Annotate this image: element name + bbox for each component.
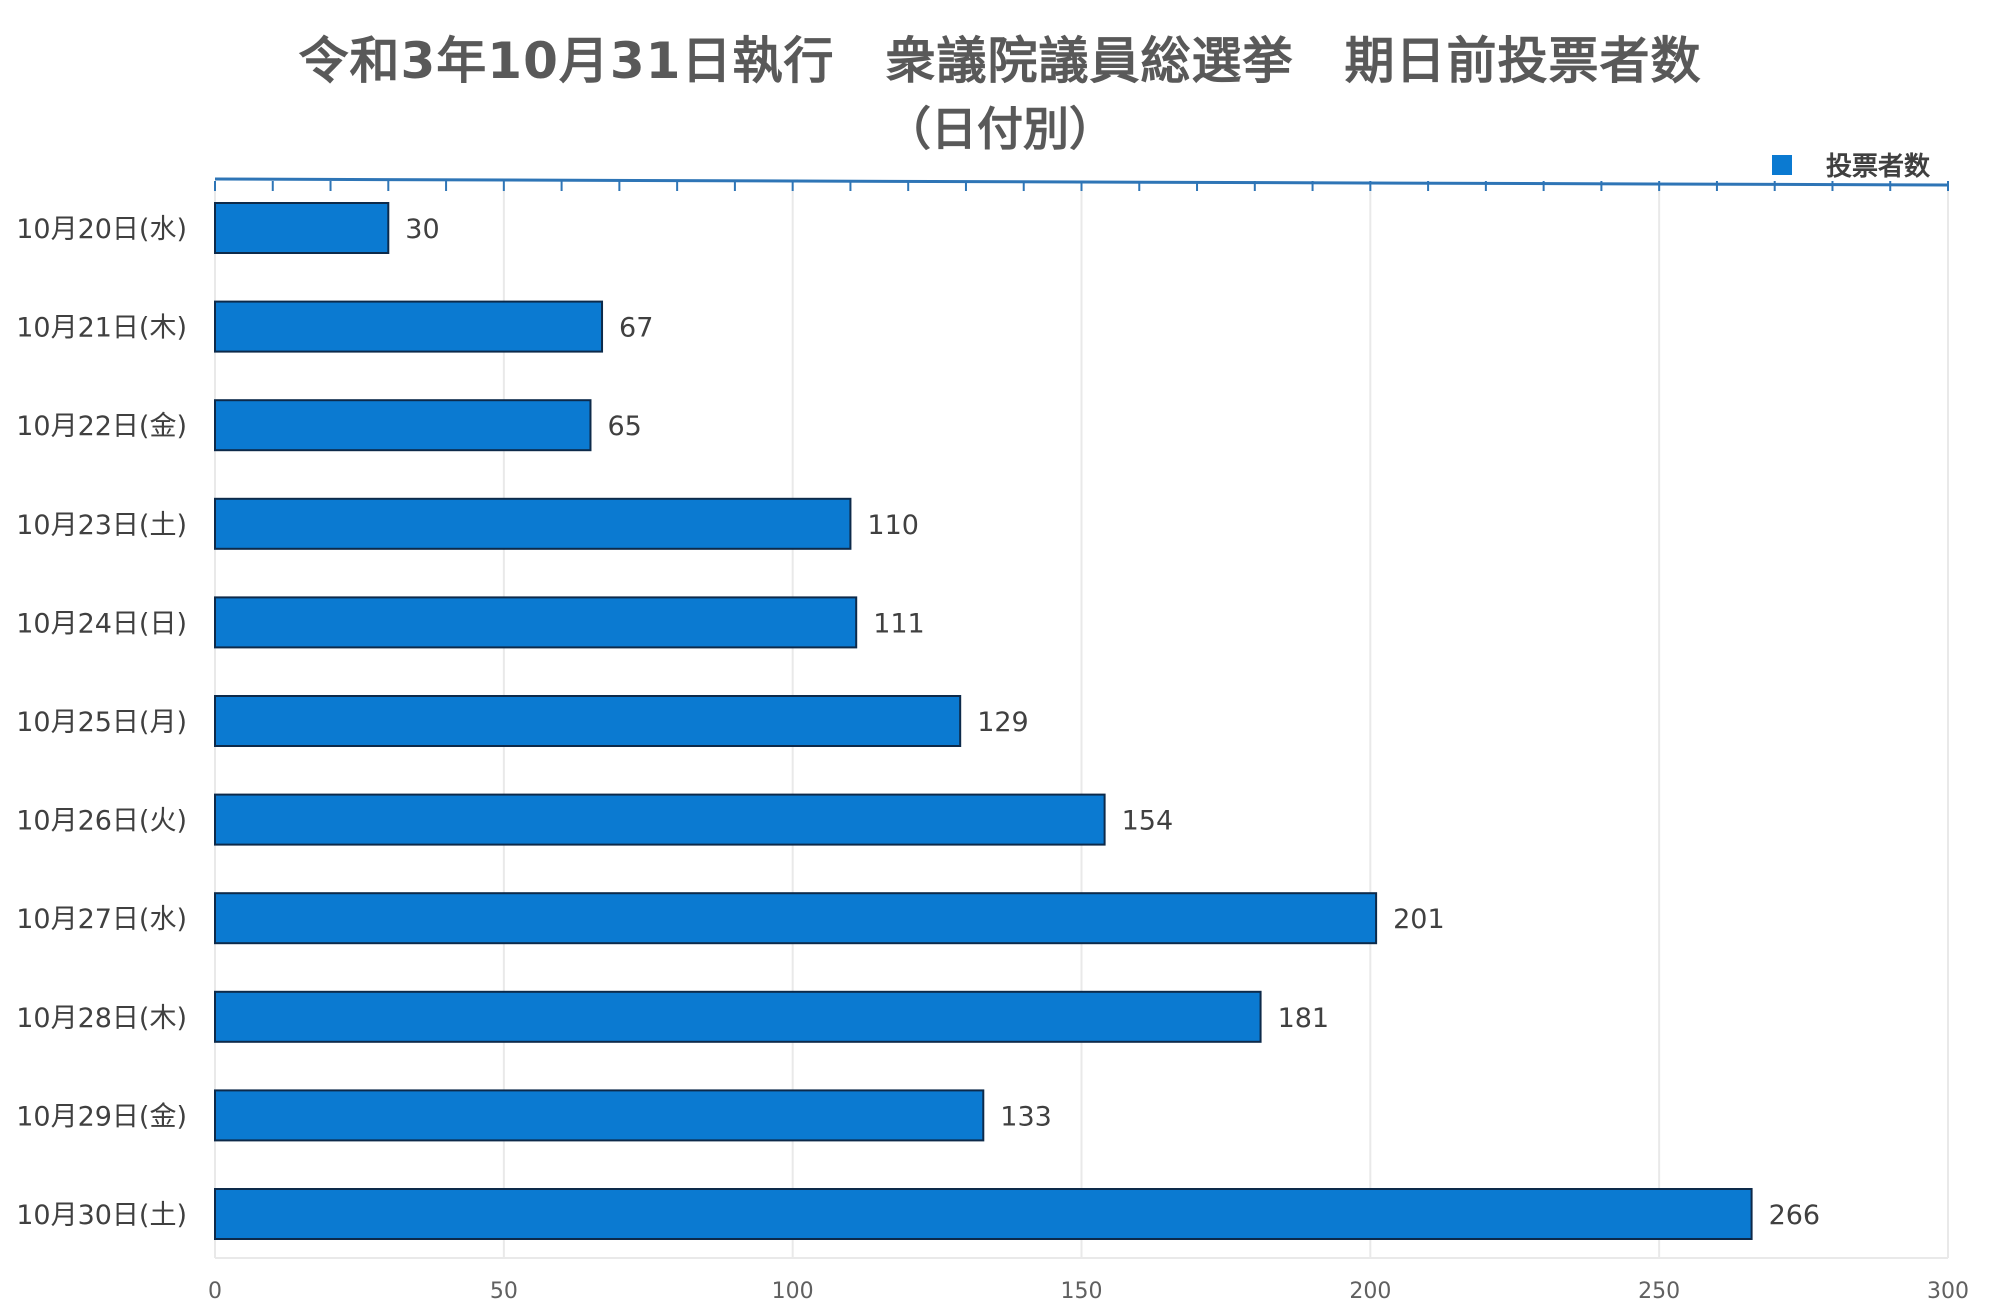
category-label: 10月22日(金) bbox=[16, 411, 187, 442]
data-label: 30 bbox=[405, 214, 439, 245]
chart-title-block: 令和3年10月31日執行 衆議院議員総選挙 期日前投票者数 （日付別） bbox=[0, 26, 2000, 162]
bar bbox=[214, 300, 604, 353]
data-label: 65 bbox=[607, 411, 641, 442]
bar bbox=[214, 497, 852, 550]
chart-title: 令和3年10月31日執行 衆議院議員総選挙 期日前投票者数 bbox=[298, 32, 1702, 90]
data-label: 133 bbox=[1000, 1101, 1052, 1132]
bar bbox=[214, 695, 962, 747]
bar bbox=[214, 1188, 1753, 1240]
data-label: 201 bbox=[1393, 904, 1445, 935]
x-tick-label: 100 bbox=[772, 1279, 814, 1304]
category-label: 10月26日(火) bbox=[16, 806, 187, 837]
data-label: 110 bbox=[867, 510, 919, 541]
legend-swatch bbox=[1772, 154, 1792, 175]
data-label: 266 bbox=[1769, 1200, 1821, 1231]
legend-label: 投票者数 bbox=[1826, 152, 1931, 182]
category-label: 10月20日(水) bbox=[16, 214, 187, 245]
data-label: 154 bbox=[1122, 806, 1174, 837]
bar bbox=[214, 399, 592, 452]
chart-legend: 投票者数 bbox=[1772, 146, 1930, 183]
data-label: 181 bbox=[1278, 1003, 1330, 1034]
bar bbox=[214, 596, 858, 649]
category-label: 10月21日(木) bbox=[16, 313, 187, 344]
category-label: 10月30日(土) bbox=[16, 1200, 187, 1231]
category-label: 10月29日(金) bbox=[16, 1101, 187, 1132]
x-tick-label: 300 bbox=[1927, 1279, 1969, 1304]
x-tick-label: 50 bbox=[490, 1279, 518, 1304]
category-label: 10月25日(月) bbox=[16, 707, 187, 738]
category-label: 10月28日(木) bbox=[16, 1003, 187, 1034]
data-label: 67 bbox=[619, 313, 653, 344]
category-label: 10月23日(土) bbox=[16, 510, 187, 541]
data-label: 111 bbox=[873, 608, 925, 639]
bar bbox=[214, 892, 1378, 945]
data-label: 129 bbox=[977, 707, 1029, 738]
bar bbox=[214, 793, 1106, 846]
bar bbox=[214, 990, 1262, 1043]
bar bbox=[214, 1089, 985, 1142]
category-label: 10月27日(水) bbox=[16, 904, 187, 935]
bar bbox=[214, 202, 390, 254]
x-tick-label: 200 bbox=[1349, 1279, 1391, 1304]
x-tick-label: 0 bbox=[208, 1279, 222, 1304]
x-tick-label: 150 bbox=[1061, 1279, 1103, 1304]
category-label: 10月24日(日) bbox=[16, 608, 187, 639]
chart-subtitle: （日付別） bbox=[885, 102, 1115, 156]
x-tick-label: 250 bbox=[1638, 1279, 1680, 1304]
